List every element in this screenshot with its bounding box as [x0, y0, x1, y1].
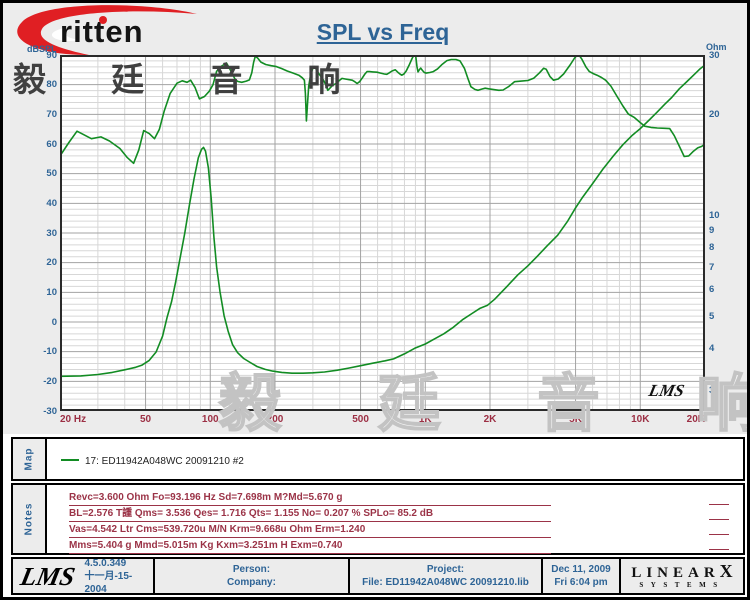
notes-label-cell: Notes — [13, 485, 47, 553]
y-left-tick--20: -20 — [43, 375, 57, 387]
notes-content: Revc=3.600 Ohm Fo=93.196 Hz Sd=7.698m M?… — [47, 485, 743, 554]
right-axis-label: Ohm — [706, 42, 727, 52]
x-tick-2k: 2K — [483, 414, 497, 425]
x-tick-20-hz: 20 Hz — [60, 414, 87, 425]
y-right-tick-10: 10 — [709, 209, 720, 221]
x-tick-200: 200 — [266, 414, 284, 425]
lms-logo: LMS — [17, 561, 78, 591]
notes-line-3: Vas=4.542 Ltr Cms=539.720u M/N Krm=9.668… — [69, 522, 551, 538]
notes-section: Notes Revc=3.600 Ohm Fo=93.196 Hz Sd=7.6… — [11, 483, 745, 555]
lms-inplot-logo: LMS — [647, 381, 687, 400]
footer-bar: LMS 4.5.0.349 十一月-15-2004 Person: Compan… — [11, 557, 745, 595]
eritten-swoosh-logo-icon — [17, 5, 198, 56]
report-time: Fri 6:04 pm — [554, 577, 608, 588]
report-date: Dec 11, 2009 — [551, 564, 611, 575]
linearx-logo: LINEARX — [631, 560, 733, 581]
y-right-tick-20: 20 — [709, 109, 720, 121]
map-content: 17: ED11942A048WC 20091210 #2 — [47, 439, 743, 479]
footer-lms-cell: LMS 4.5.0.349 十一月-15-2004 — [13, 557, 155, 595]
y-left-tick--30: -30 — [43, 405, 57, 417]
footer-person-cell: Person: Company: — [155, 559, 350, 593]
y-left-tick-90: 90 — [46, 49, 57, 61]
map-section: Map 17: ED11942A048WC 20091210 #2 — [11, 437, 745, 481]
notes-line-extension — [709, 519, 729, 520]
page-title: SPL vs Freq — [316, 19, 450, 45]
y-right-tick-3: 3 — [709, 385, 715, 397]
y-left-tick-0: 0 — [51, 316, 57, 328]
notes-line-2: BL=2.576 T諥 Qms= 3.536 Qes= 1.716 Qts= 1… — [69, 506, 551, 522]
left-axis-label: dBSPL — [27, 44, 57, 54]
person-label: Person: — [232, 564, 271, 575]
y-right-tick-8: 8 — [709, 242, 715, 254]
y-left-tick-20: 20 — [46, 257, 57, 269]
linearx-logo-cell: LINEARX SYSTEMS — [621, 559, 743, 593]
notes-line-extension — [709, 549, 729, 550]
x-tick-1k: 1K — [418, 414, 432, 425]
y-left-tick-10: 10 — [46, 286, 57, 298]
lms-version-date: 十一月-15-2004 — [84, 570, 133, 595]
legend-line-swatch-icon — [61, 459, 79, 461]
map-label: Map — [23, 447, 35, 471]
x-tick-100: 100 — [201, 414, 219, 425]
footer-date-cell: Dec 11, 2009 Fri 6:04 pm — [543, 559, 621, 593]
y-right-tick-30: 30 — [709, 50, 720, 61]
y-left-tick-80: 80 — [46, 79, 57, 91]
map-label-cell: Map — [13, 439, 47, 479]
y-right-tick-7: 7 — [709, 261, 715, 273]
notes-line-4: Mms=5.404 g Mmd=5.015m Kg Kxm=3.251m H E… — [69, 538, 551, 554]
y-right-tick-4: 4 — [709, 343, 715, 355]
y-left-tick-50: 50 — [46, 168, 57, 180]
x-tick-500: 500 — [352, 414, 369, 425]
notes-line-1: Revc=3.600 Ohm Fo=93.196 Hz Sd=7.698m M?… — [69, 490, 551, 506]
legend-row: 17: ED11942A048WC 20091210 #2 — [61, 451, 244, 469]
impedance-curve — [60, 64, 705, 378]
y-right-tick-5: 5 — [709, 310, 715, 322]
y-right-tick-6: 6 — [709, 284, 715, 296]
notes-line-extension — [709, 534, 729, 535]
y-right-tick-9: 9 — [709, 225, 715, 237]
x-tick-50: 50 — [139, 414, 152, 425]
y-left-tick-40: 40 — [46, 197, 57, 209]
company-cjk-name: 毅 廷 音 响 — [13, 61, 369, 98]
notes-label: Notes — [23, 502, 35, 536]
x-tick-10k: 10K — [631, 414, 650, 425]
company-label: Company: — [227, 577, 276, 588]
x-tick-5k: 5K — [569, 414, 582, 425]
y-left-tick-60: 60 — [46, 138, 57, 150]
legend-text: 17: ED11942A048WC 20091210 #2 — [85, 456, 244, 467]
y-left-tick--10: -10 — [43, 346, 57, 358]
y-left-tick-70: 70 — [46, 108, 57, 120]
lms-version: 4.5.0.349 — [84, 557, 127, 569]
notes-line-extension — [709, 504, 729, 505]
project-label: Project: — [426, 564, 465, 575]
file-name: File: ED11942A048WC 20091210.lib — [362, 577, 529, 588]
y-left-tick-30: 30 — [46, 227, 57, 239]
x-tick-20k: 20K — [686, 414, 705, 425]
spl-vs-freq-plot — [60, 55, 705, 411]
linearx-systems-text: SYSTEMS — [639, 580, 725, 589]
brand-i-dot-icon — [99, 16, 107, 24]
footer-project-cell: Project: File: ED11942A048WC 20091210.li… — [350, 559, 543, 593]
